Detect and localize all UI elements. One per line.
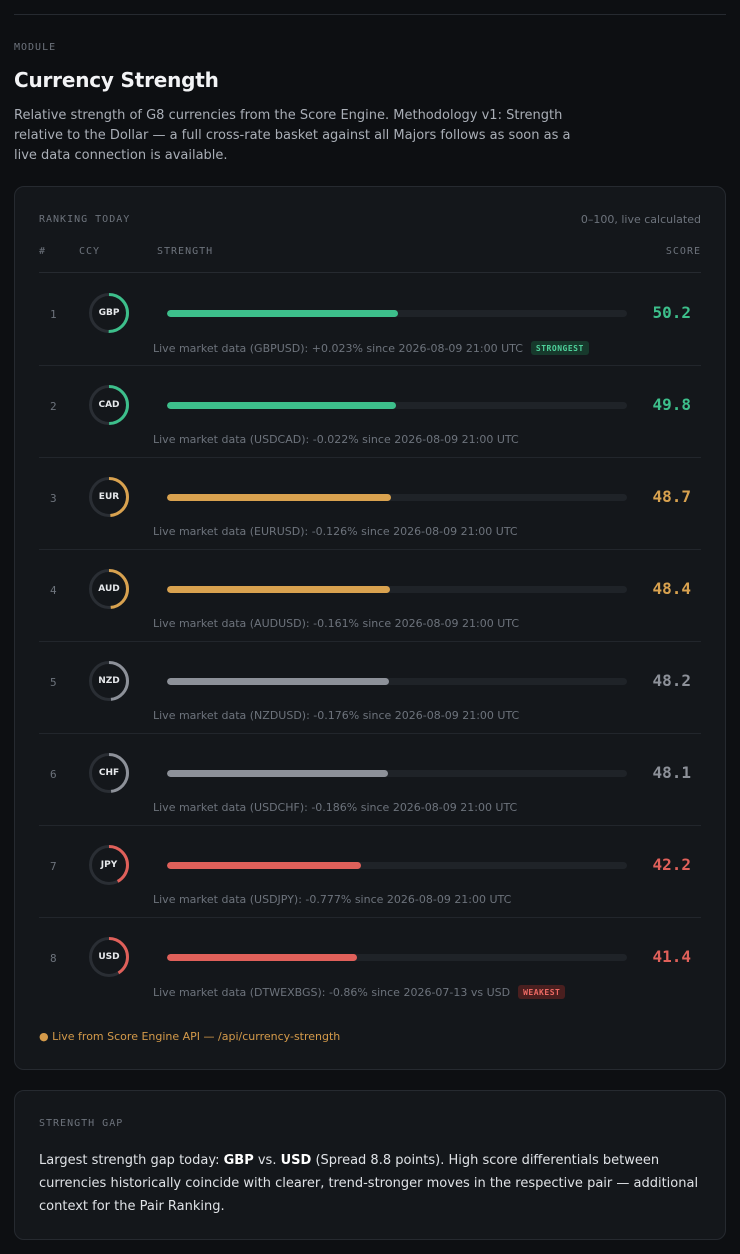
strength-ring-icon: CHF xyxy=(88,752,130,794)
gap-lead: Largest strength gap today: xyxy=(39,1153,224,1168)
ranking-row-aud: 4 AUD 48.4 Live market data (AUDUSD): -0.16… xyxy=(39,550,701,642)
page-title: Currency Strength xyxy=(14,68,219,92)
module-label: MODULE xyxy=(14,42,57,53)
currency-code: AUD xyxy=(98,584,120,594)
score-value: 48.2 xyxy=(652,671,691,690)
strength-bar-fill xyxy=(167,494,392,501)
strength-bar-fill xyxy=(167,678,389,685)
strength-bar-fill xyxy=(167,402,397,409)
ranking-row-nzd: 5 NZD 48.2 Live market data (NZDUSD): -0.17… xyxy=(39,642,701,734)
ranking-card: RANKING TODAY 0–100, live calculated # C… xyxy=(14,186,726,1070)
currency-code: GBP xyxy=(98,308,120,318)
strength-ring-icon: EUR xyxy=(88,476,130,518)
strength-ring-icon: USD xyxy=(88,936,130,978)
gap-strong-currency: GBP xyxy=(223,1153,254,1168)
column-header-ccy: CCY xyxy=(79,246,101,257)
strength-bar-fill xyxy=(167,586,390,593)
strength-bar xyxy=(167,494,627,501)
top-divider xyxy=(14,14,726,15)
status-badge: STRONGEST xyxy=(530,341,589,355)
market-data-text: Live market data (USDCHF): -0.186% since… xyxy=(153,801,518,814)
market-data-text: Live market data (USDJPY): -0.777% since… xyxy=(153,893,512,906)
gap-weak-currency: USD xyxy=(280,1153,312,1168)
strength-bar xyxy=(167,586,627,593)
strength-bar-fill xyxy=(167,954,358,961)
market-data-text: Live market data (NZDUSD): -0.176% since… xyxy=(153,709,520,722)
rank-number: 5 xyxy=(50,676,57,689)
strength-ring-icon: NZD xyxy=(88,660,130,702)
market-data-note: Live market data (EURUSD): -0.126% since… xyxy=(153,525,518,538)
market-data-text: Live market data (DTWEXBGS): -0.86% sinc… xyxy=(153,985,511,999)
currency-code: EUR xyxy=(98,492,120,502)
score-value: 42.2 xyxy=(652,855,691,874)
strength-ring-icon: CAD xyxy=(88,384,130,426)
api-source-note: ● Live from Score Engine API — /api/curr… xyxy=(39,1030,341,1043)
score-value: 50.2 xyxy=(652,303,691,322)
ranking-row-cad: 2 CAD 49.8 Live market data (USDCAD): -0.02… xyxy=(39,366,701,458)
gap-vs: vs. xyxy=(253,1153,281,1168)
rank-number: 3 xyxy=(50,492,57,505)
score-value: 48.1 xyxy=(652,763,691,782)
market-data-note: Live market data (NZDUSD): -0.176% since… xyxy=(153,709,519,722)
strength-bar xyxy=(167,954,627,961)
rank-number: 6 xyxy=(50,768,57,781)
market-data-note: Live market data (USDJPY): -0.777% since… xyxy=(153,893,511,906)
ranking-row-jpy: 7 JPY 42.2 Live market data (USDJPY): -0.77… xyxy=(39,826,701,918)
market-data-text: Live market data (AUDUSD): -0.161% since… xyxy=(153,617,520,630)
rank-number: 7 xyxy=(50,860,57,873)
strength-gap-text: Largest strength gap today: GBP vs. USD … xyxy=(39,1149,705,1218)
score-value: 49.8 xyxy=(652,395,691,414)
ranking-row-gbp: 1 GBP 50.2 Live market data (GBPUSD): +0.02… xyxy=(39,274,701,366)
market-data-text: Live market data (GBPUSD): +0.023% since… xyxy=(153,341,523,355)
market-data-note: Live market data (DTWEXBGS): -0.86% sinc… xyxy=(153,985,566,999)
rank-number: 2 xyxy=(50,400,57,413)
ranking-heading: RANKING TODAY xyxy=(39,214,131,225)
ranking-row-chf: 6 CHF 48.1 Live market data (USDCHF): -0.18… xyxy=(39,734,701,826)
strength-ring-icon: JPY xyxy=(88,844,130,886)
strength-gap-card: STRENGTH GAP Largest strength gap today:… xyxy=(14,1090,726,1240)
strength-bar xyxy=(167,862,627,869)
market-data-note: Live market data (USDCHF): -0.186% since… xyxy=(153,801,517,814)
strength-ring-icon: GBP xyxy=(88,292,130,334)
strength-bar-fill xyxy=(167,310,398,317)
market-data-text: Live market data (USDCAD): -0.022% since… xyxy=(153,433,519,446)
currency-code: JPY xyxy=(100,860,118,870)
currency-code: CAD xyxy=(98,400,120,410)
column-header-rank: # xyxy=(39,246,47,257)
score-value: 41.4 xyxy=(652,947,691,966)
column-header-strength: STRENGTH xyxy=(157,246,214,257)
ranking-row-usd: 8 USD 41.4 Live market data (DTWEXBGS): -0.… xyxy=(39,918,701,1010)
market-data-note: Live market data (USDCAD): -0.022% since… xyxy=(153,433,519,446)
strength-bar xyxy=(167,678,627,685)
strength-bar-fill xyxy=(167,862,362,869)
market-data-note: Live market data (GBPUSD): +0.023% since… xyxy=(153,341,589,355)
strength-bar xyxy=(167,310,627,317)
strength-bar xyxy=(167,770,627,777)
currency-code: CHF xyxy=(98,768,120,778)
page-intro: Relative strength of G8 currencies from … xyxy=(14,108,571,163)
status-badge: WEAKEST xyxy=(518,985,566,999)
strength-bar xyxy=(167,402,627,409)
market-data-text: Live market data (EURUSD): -0.126% since… xyxy=(153,525,518,538)
ranking-scale-note: 0–100, live calculated xyxy=(580,213,701,226)
score-value: 48.4 xyxy=(652,579,691,598)
header-divider xyxy=(39,272,701,273)
market-data-note: Live market data (AUDUSD): -0.161% since… xyxy=(153,617,519,630)
column-header-score: SCORE xyxy=(665,246,701,257)
ranking-row-eur: 3 EUR 48.7 Live market data (EURUSD): -0.12… xyxy=(39,458,701,550)
currency-code: NZD xyxy=(98,676,120,686)
rank-number: 8 xyxy=(50,952,57,965)
strength-gap-heading: STRENGTH GAP xyxy=(39,1118,124,1129)
currency-code: USD xyxy=(98,952,120,962)
rank-number: 1 xyxy=(50,308,57,321)
gap-rest: (Spread 8.8 points). High score differen… xyxy=(39,1153,699,1214)
strength-bar-fill xyxy=(167,770,389,777)
strength-ring-icon: AUD xyxy=(88,568,130,610)
rank-number: 4 xyxy=(50,584,57,597)
score-value: 48.7 xyxy=(652,487,691,506)
